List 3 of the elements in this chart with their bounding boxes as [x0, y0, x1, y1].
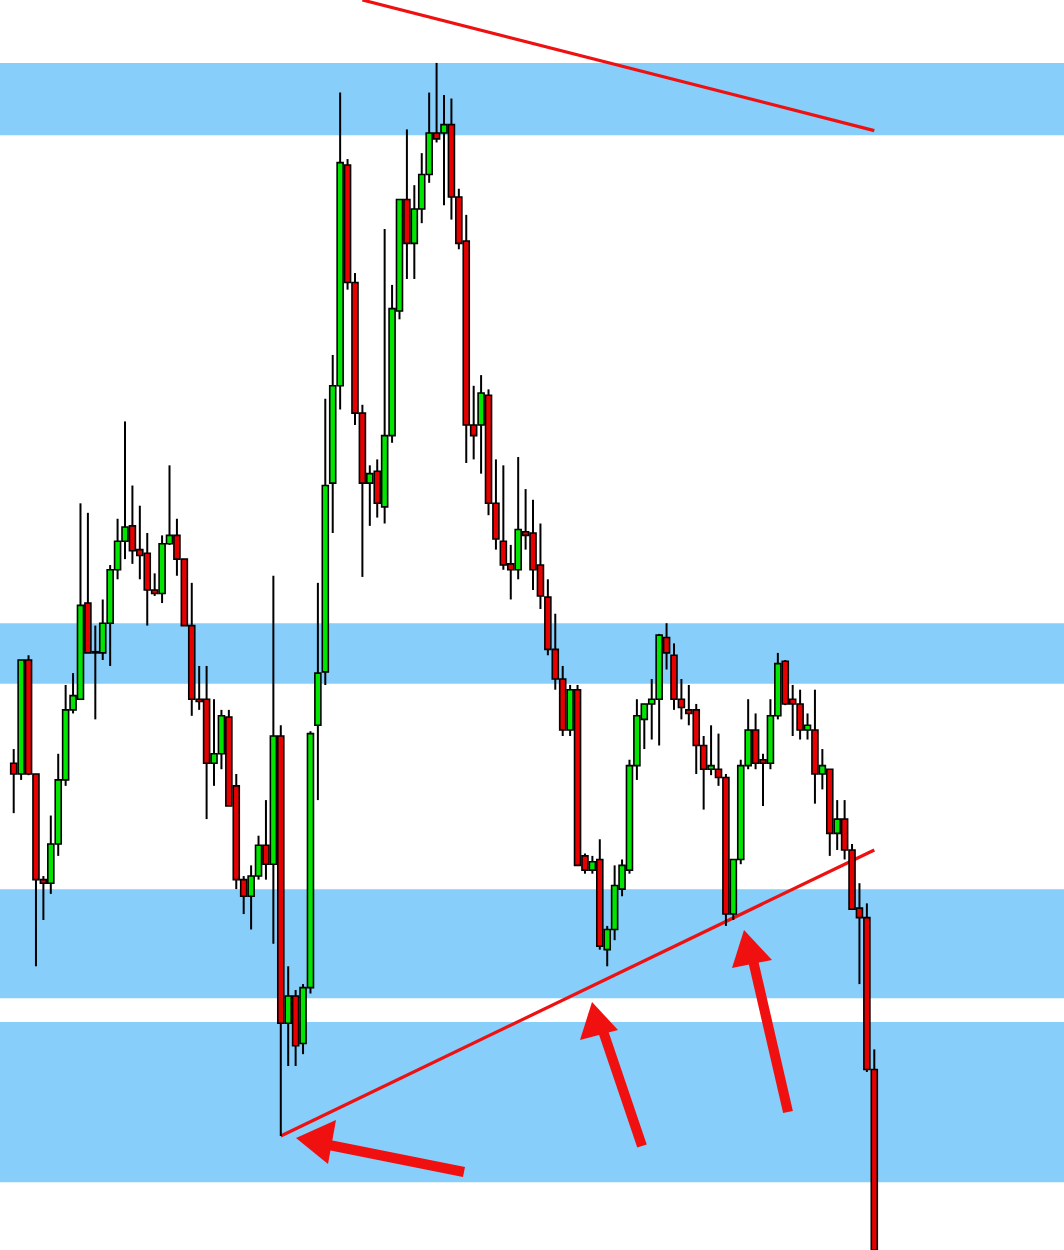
- candlestick: [811, 688, 819, 805]
- candlestick: [210, 698, 218, 787]
- candlestick: [796, 688, 804, 741]
